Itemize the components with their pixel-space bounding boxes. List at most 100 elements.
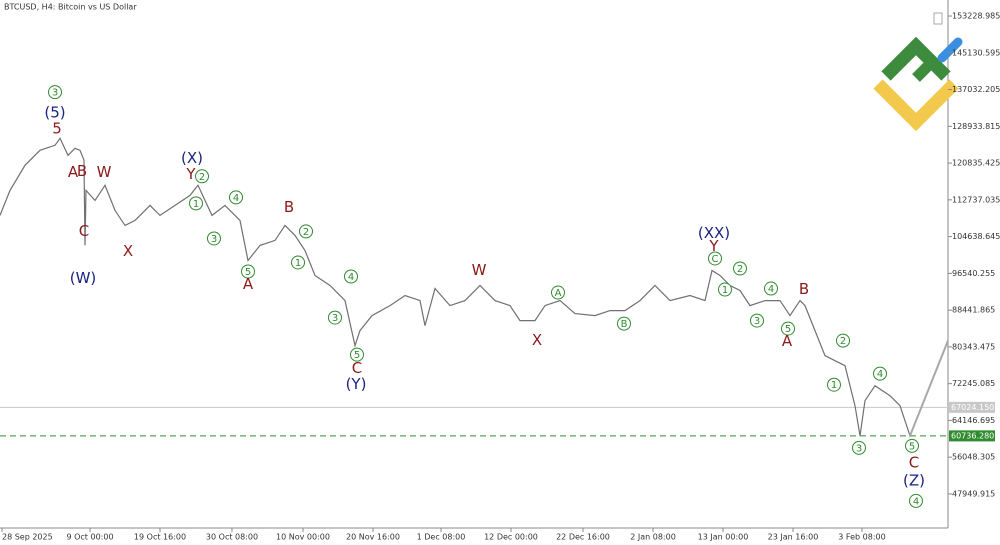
wave-label: 4 — [348, 272, 354, 283]
x-tick-label: 22 Dec 16:00 — [556, 533, 610, 542]
wave-label: (XX) — [698, 224, 730, 242]
wave-circle — [299, 224, 313, 239]
scroll-icon — [933, 12, 943, 25]
price-line-series — [0, 137, 949, 438]
wave-circle — [551, 285, 565, 300]
wave-label: 4 — [768, 284, 774, 295]
wave-label: 3 — [52, 88, 58, 99]
wave-label: A — [782, 332, 793, 350]
wave-label: 4 — [913, 496, 919, 507]
wave-circle — [207, 231, 221, 246]
x-tick-label: 23 Jan 16:00 — [768, 533, 819, 542]
wave-circle — [750, 313, 764, 328]
y-tick-label: 56048.305 — [952, 453, 995, 462]
projection-segment — [909, 340, 949, 437]
wave-label: B — [621, 319, 628, 330]
wave-label: Y — [185, 165, 196, 183]
wave-circle — [195, 169, 209, 184]
wave-label: 1 — [722, 285, 728, 296]
wave-circle — [764, 281, 778, 296]
wave-label: (5) — [44, 104, 65, 122]
wave-circle — [328, 310, 342, 325]
x-tick-label: 12 Dec 00:00 — [484, 533, 538, 542]
wave-label: X — [532, 331, 542, 349]
wave-label: C — [909, 453, 919, 471]
wave-circle — [873, 366, 887, 381]
wave-label: 3 — [211, 234, 217, 245]
wave-circle — [189, 196, 203, 211]
price-tag — [949, 401, 995, 413]
wave-circle — [344, 269, 358, 284]
wave-label: 5 — [245, 267, 251, 278]
y-tick-label: 153228.985 — [952, 12, 1000, 21]
wave-label: 2 — [303, 227, 309, 238]
wave-circle — [241, 264, 255, 279]
wave-label: A — [555, 288, 562, 299]
y-tick-label: 96540.255 — [952, 269, 995, 278]
wave-label: A — [243, 275, 254, 293]
wave-label: 3 — [332, 313, 338, 324]
wave-circle — [905, 438, 919, 453]
wave-label: B — [799, 280, 809, 298]
wave-label: 3 — [856, 443, 862, 454]
wave-circle — [291, 255, 305, 270]
wave-label: 1 — [193, 199, 199, 210]
wave-label: 5 — [354, 350, 360, 361]
y-tick-label: 120835.425 — [952, 159, 1000, 168]
wave-label: W — [97, 163, 112, 181]
wave-circle — [836, 333, 850, 348]
wave-label: (Y) — [346, 375, 367, 393]
y-tick-label: 80343.475 — [952, 342, 995, 351]
wave-label: B — [284, 198, 294, 216]
wave-label: 2 — [199, 172, 205, 183]
x-tick-label: 20 Nov 16:00 — [346, 533, 400, 542]
wave-label: (Z) — [903, 471, 925, 489]
wave-circle — [617, 316, 631, 331]
y-tick-label: 112737.035 — [952, 195, 1000, 204]
y-tick-label: 145130.595 — [952, 48, 1000, 57]
y-tick-label: 104638.645 — [952, 232, 1000, 241]
y-tick-label: 47949.915 — [952, 489, 995, 498]
wave-label: B — [77, 162, 87, 180]
wave-circle — [827, 377, 841, 392]
wave-label: 4 — [877, 369, 883, 380]
wave-label: (W) — [70, 269, 97, 287]
wave-label: (X) — [181, 149, 203, 167]
price-tag-label: 60736.280 — [951, 431, 994, 440]
wave-label: 2 — [737, 264, 743, 275]
y-tick-label: 128933.815 — [952, 122, 1000, 131]
y-tick-label: 72245.085 — [952, 379, 995, 388]
x-tick-label: 9 Oct 00:00 — [66, 533, 113, 542]
price-tag-label: 67024.150 — [951, 403, 994, 412]
x-tick-label: 13 Jan 00:00 — [698, 533, 749, 542]
wave-circle — [733, 261, 747, 276]
wave-label: C — [79, 222, 89, 240]
wave-label: X — [123, 242, 133, 260]
wave-circle — [229, 190, 243, 205]
wave-label: 5 — [909, 441, 915, 452]
y-tick-label: 64146.695 — [952, 416, 995, 425]
price-tag — [949, 430, 995, 442]
wave-circle — [718, 282, 732, 297]
wave-label: 3 — [754, 316, 760, 327]
wave-label: C — [352, 359, 362, 377]
wave-label: Y — [708, 237, 719, 255]
wave-circle — [48, 85, 62, 100]
wave-circle — [852, 440, 866, 455]
wave-label: 1 — [831, 380, 837, 391]
wave-label: A — [68, 163, 79, 181]
wave-label: 4 — [233, 193, 239, 204]
y-tick-label: 137032.205 — [952, 85, 1000, 94]
x-tick-label: 2 Jan 08:00 — [630, 533, 676, 542]
wave-label: 5 — [785, 324, 791, 335]
x-tick-label: 3 Feb 08:00 — [838, 533, 885, 542]
y-tick-label: 88441.865 — [952, 306, 995, 315]
wave-label: W — [472, 261, 487, 279]
x-tick-label: 19 Oct 16:00 — [134, 533, 186, 542]
logo — [873, 36, 963, 132]
wave-label: 5 — [52, 120, 62, 138]
wave-circle — [909, 493, 923, 508]
x-tick-label: 10 Nov 00:00 — [276, 533, 330, 542]
